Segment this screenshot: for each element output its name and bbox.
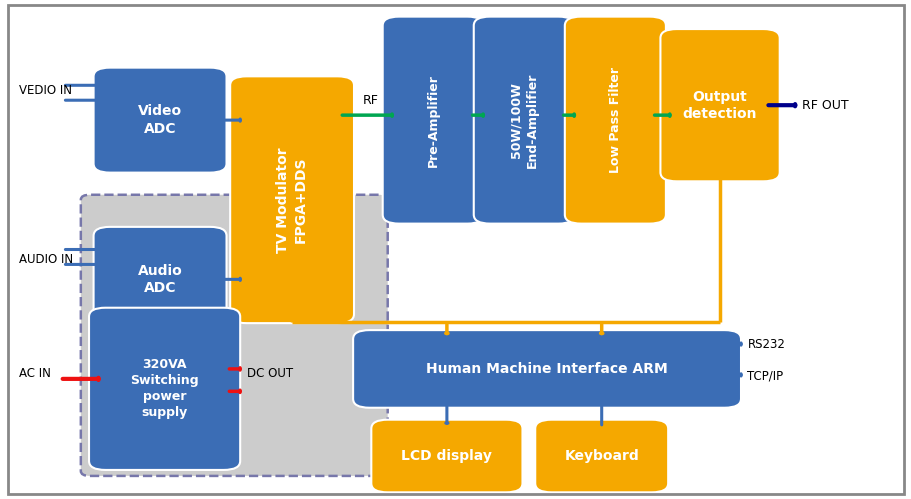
Text: TV Modulator
FPGA+DDS: TV Modulator FPGA+DDS	[276, 147, 307, 252]
FancyBboxPatch shape	[89, 308, 240, 470]
Text: RS232: RS232	[747, 337, 784, 350]
Text: Video
ADC: Video ADC	[138, 104, 182, 136]
FancyBboxPatch shape	[230, 76, 353, 323]
FancyBboxPatch shape	[564, 16, 665, 224]
Text: Audio
ADC: Audio ADC	[138, 263, 182, 295]
Text: 320VA
Switching
power
supply: 320VA Switching power supply	[130, 358, 199, 419]
Text: AC IN: AC IN	[19, 367, 51, 380]
Text: LCD display: LCD display	[401, 449, 492, 463]
Text: VEDIO IN: VEDIO IN	[19, 84, 72, 97]
Text: Pre-Amplifier: Pre-Amplifier	[426, 74, 439, 167]
Text: Keyboard: Keyboard	[564, 449, 639, 463]
Text: RF OUT: RF OUT	[801, 99, 848, 112]
Text: Low Pass Filter: Low Pass Filter	[609, 67, 621, 173]
FancyBboxPatch shape	[81, 195, 387, 476]
FancyBboxPatch shape	[660, 29, 779, 181]
FancyBboxPatch shape	[371, 420, 522, 493]
Text: Output
detection: Output detection	[682, 89, 756, 121]
FancyBboxPatch shape	[473, 16, 574, 224]
Text: TCP/IP: TCP/IP	[747, 370, 783, 383]
Text: AUDIO IN: AUDIO IN	[19, 253, 73, 266]
FancyBboxPatch shape	[94, 68, 226, 173]
FancyBboxPatch shape	[353, 330, 741, 408]
Text: Human Machine Interface ARM: Human Machine Interface ARM	[425, 362, 667, 376]
Text: DC OUT: DC OUT	[246, 367, 292, 380]
FancyBboxPatch shape	[94, 227, 226, 332]
FancyBboxPatch shape	[383, 16, 483, 224]
FancyBboxPatch shape	[535, 420, 668, 493]
Text: RF: RF	[363, 94, 379, 107]
Text: 50W/100W
End-Amplifier: 50W/100W End-Amplifier	[509, 72, 538, 168]
